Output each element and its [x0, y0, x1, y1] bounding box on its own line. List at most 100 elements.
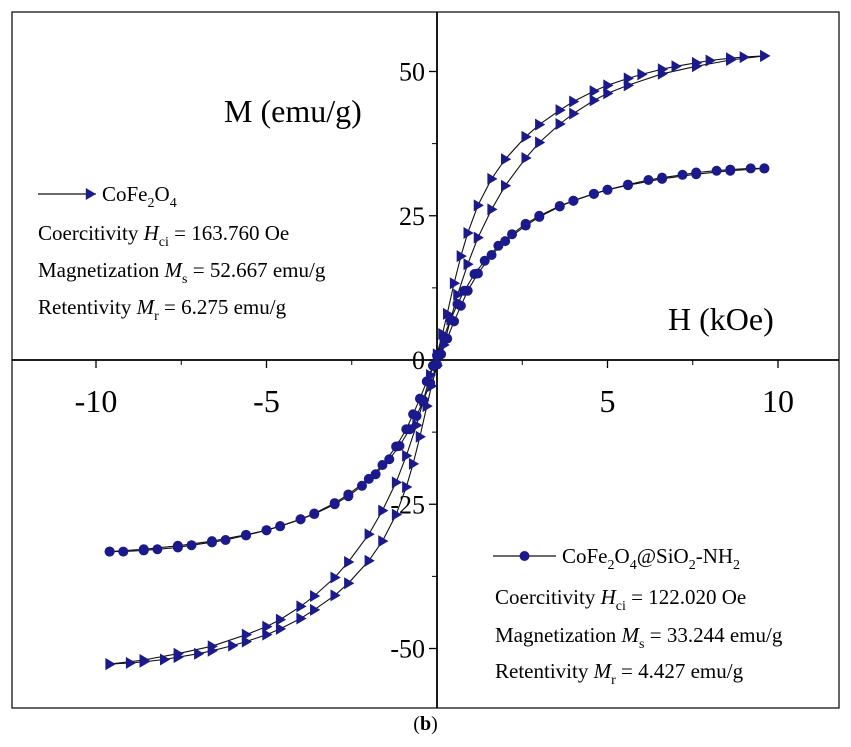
cofe2o4-point	[194, 647, 205, 660]
cofe2o4-point	[569, 107, 580, 120]
cofe2o4-point	[521, 152, 532, 165]
cofe2o4-sio2-nh2-point	[657, 173, 668, 184]
legend-top-left: CoFe2O4 Coercitivity Hci = 163.760 OeMagn…	[38, 182, 326, 324]
formula-subscript: 4	[630, 558, 637, 573]
cofe2o4-sio2-nh2-point	[711, 165, 722, 176]
stat-label: Magnetization	[38, 258, 165, 282]
cofe2o4-sio2-nh2-point	[104, 546, 115, 557]
cofe2o4-point	[463, 227, 474, 240]
cofe2o4-point	[443, 307, 454, 320]
cofe2o4-point	[671, 60, 682, 73]
cofe2o4-sio2-nh2-point	[384, 454, 395, 465]
cofe2o4-point	[262, 628, 273, 641]
cofe2o4-point	[726, 53, 737, 66]
stat-subscript: ci	[616, 599, 626, 614]
cofe2o4-point	[760, 49, 771, 62]
cofe2o4-point	[160, 653, 171, 666]
formula-subscript: 2	[148, 196, 155, 211]
stat-symbol: H	[143, 221, 161, 245]
y-tick-label: 25	[399, 202, 425, 231]
caption-close: )	[431, 713, 438, 735]
cofe2o4-sio2-nh2-point	[275, 521, 286, 532]
formula-part: -NH	[696, 544, 733, 568]
stat-value: = 122.020 Oe	[626, 585, 746, 609]
cofe2o4-sio2-nh2-point	[438, 331, 449, 342]
stat-label: Coercitivity	[38, 221, 144, 245]
cofe2o4-point	[449, 277, 461, 290]
cofe2o4-sio2-nh2-point	[421, 376, 432, 387]
cofe2o4-point	[412, 419, 423, 432]
cofe2o4-point	[207, 644, 218, 657]
legend-series-label: CoFe2O4	[102, 182, 177, 211]
cofe2o4-point	[173, 651, 184, 664]
cofe2o4-point	[378, 535, 389, 548]
cofe2o4-sio2-nh2-point	[261, 525, 272, 536]
cofe2o4-sio2-nh2-point	[554, 200, 565, 211]
cofe2o4-point	[439, 338, 450, 351]
cofe2o4-point	[535, 118, 546, 131]
formula-part: O	[155, 182, 170, 206]
stat-label: Retentivity	[38, 295, 137, 319]
cofe2o4-point	[391, 476, 403, 489]
stat-value: = 163.760 Oe	[169, 221, 289, 245]
cofe2o4-sio2-nh2-point	[432, 350, 442, 361]
cofe2o4-sio2-nh2-point	[295, 514, 306, 525]
cofe2o4-point	[344, 555, 355, 568]
cofe2o4-point	[415, 430, 426, 443]
stat-subscript: r	[611, 673, 616, 688]
cofe2o4-sio2-nh2-point	[622, 180, 633, 191]
cofe2o4-point	[262, 620, 273, 633]
cofe2o4-point	[589, 85, 600, 98]
cofe2o4-point	[402, 480, 413, 493]
cofe2o4-point	[739, 51, 750, 64]
cofe2o4-sio2-nh2-point	[401, 424, 412, 435]
cofe2o4-point	[487, 172, 498, 185]
stat-value: = 33.244 emu/g	[645, 623, 783, 647]
cofe2o4-point	[275, 622, 287, 635]
cofe2o4-sio2-nh2-point	[391, 441, 402, 452]
cofe2o4-sio2-nh2-point	[206, 537, 217, 548]
stat-symbol: H	[600, 585, 618, 609]
caption-open: (	[413, 713, 420, 735]
cofe2o4-point	[603, 87, 614, 100]
cofe2o4-sio2-nh2-point	[241, 530, 252, 541]
x-tick-label: -5	[253, 383, 280, 419]
figure-caption: (b)	[0, 713, 851, 736]
cofe2o4-point	[105, 658, 116, 671]
cofe2o4-point	[603, 79, 614, 92]
formula-subscript: 4	[170, 196, 177, 211]
cofe2o4-sio2-nh2-point	[486, 249, 497, 260]
cofe2o4-sio2-nh2-point	[329, 498, 340, 509]
cofe2o4-sio2-nh2-point	[408, 409, 419, 420]
cofe2o4-sio2-nh2-point	[452, 299, 463, 310]
cofe2o4-point	[555, 104, 566, 117]
cofe2o4-sio2-nh2-point	[493, 240, 504, 251]
cofe2o4-point	[657, 67, 669, 80]
cofe2o4-point	[501, 153, 512, 166]
cofe2o4-sio2-nh2-point	[602, 184, 613, 195]
legend-coercivity: Coercitivity Hci = 122.020 Oe	[495, 585, 746, 614]
legend-marker	[519, 551, 530, 561]
y-tick-label: 50	[399, 58, 425, 87]
legend-magnetization: Magnetization Ms = 33.244 emu/g	[495, 623, 783, 652]
cofe2o4-sio2-nh2-point	[363, 473, 374, 484]
cofe2o4-point	[456, 250, 467, 263]
stat-label: Magnetization	[495, 623, 622, 647]
stat-label: Coercitivity	[495, 585, 601, 609]
cofe2o4-sio2-nh2-point	[643, 174, 654, 185]
formula-part: O	[615, 544, 630, 568]
stat-subscript: ci	[159, 235, 169, 250]
cofe2o4-point	[296, 612, 307, 625]
cofe2o4-point	[637, 68, 648, 81]
formula-subscript: 2	[689, 558, 696, 573]
cofe2o4-point	[275, 613, 287, 626]
series-markers	[104, 49, 771, 671]
cofe2o4-sio2-nh2-point	[479, 255, 490, 266]
formula-subscript: 2	[608, 558, 615, 573]
cofe2o4-sio2-nh2-point	[759, 163, 770, 174]
cofe2o4-point	[310, 603, 321, 616]
y-tick-label: 0	[412, 346, 425, 375]
